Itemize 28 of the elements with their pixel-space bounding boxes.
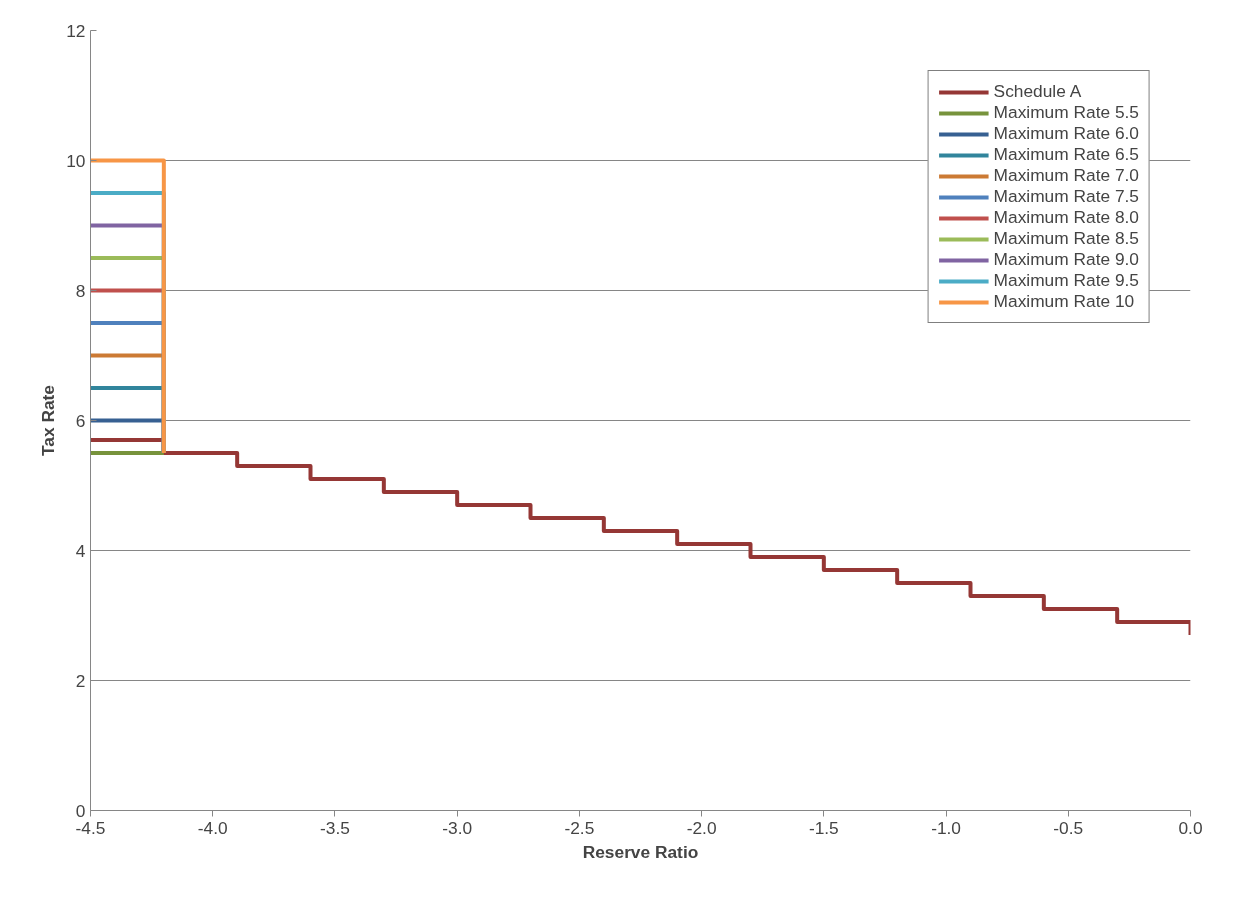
x-tick-label: -1.0 (931, 817, 961, 838)
y-tick-label: 8 (75, 280, 86, 301)
legend-label: Maximum Rate 8.5 (993, 228, 1139, 249)
legend-label: Maximum Rate 7.0 (993, 165, 1139, 186)
legend-label: Schedule A (993, 81, 1082, 102)
x-tick-label: -0.5 (1053, 817, 1084, 838)
x-tick-label: -2.5 (564, 817, 595, 838)
y-tick-label: 2 (75, 670, 86, 691)
legend-label: Maximum Rate 6.5 (993, 144, 1139, 165)
legend-label: Maximum Rate 8.0 (993, 207, 1139, 228)
legend-label: Maximum Rate 9.0 (993, 249, 1139, 270)
legend-label: Maximum Rate 6.0 (993, 123, 1139, 144)
x-tick-label: -4.0 (197, 817, 228, 838)
x-tick-label: -2.0 (686, 817, 717, 838)
y-tick-label: 10 (66, 150, 86, 171)
x-tick-label: 0.0 (1178, 817, 1203, 838)
legend-label: Maximum Rate 5.5 (993, 102, 1139, 123)
legend-label: Maximum Rate 7.5 (993, 186, 1139, 207)
x-tick-label: -3.5 (320, 817, 350, 838)
y-tick-label: 6 (75, 410, 86, 431)
y-tick-label: 12 (66, 20, 86, 41)
x-axis-title: Reserve Ratio (582, 841, 699, 862)
x-tick-label: -3.0 (442, 817, 473, 838)
y-tick-label: 4 (75, 540, 86, 561)
x-tick-label: -1.5 (808, 817, 839, 838)
y-axis-title: Tax Rate (38, 384, 59, 456)
legend-label: Maximum Rate 10 (993, 291, 1135, 312)
legend-label: Maximum Rate 9.5 (993, 270, 1139, 291)
